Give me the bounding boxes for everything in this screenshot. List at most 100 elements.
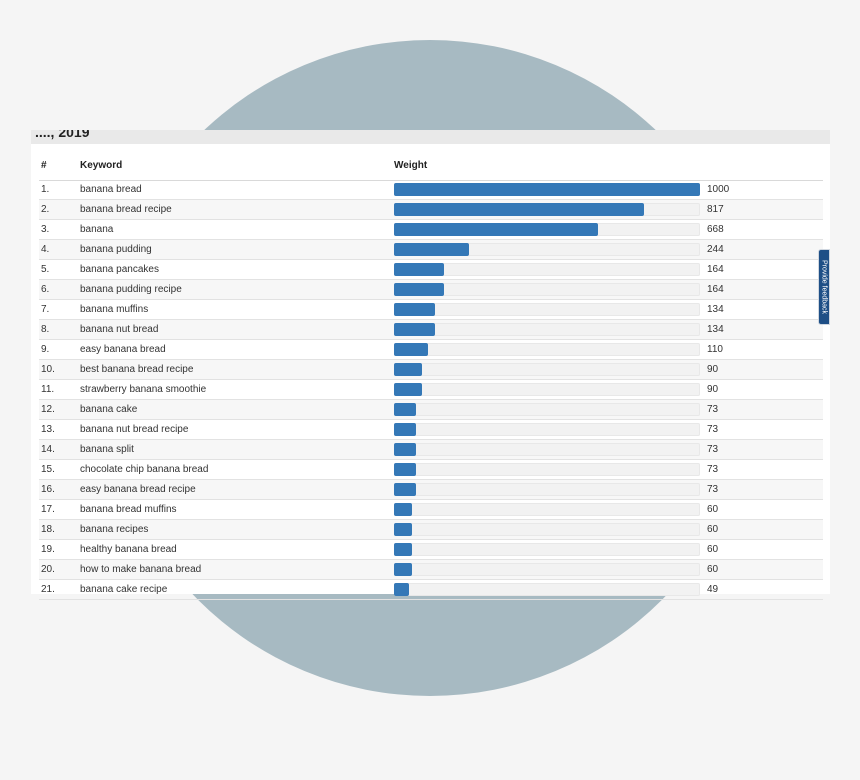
row-keyword: banana cake recipe <box>80 584 168 595</box>
row-rank: 9. <box>41 344 50 355</box>
row-keyword: strawberry banana smoothie <box>80 384 207 395</box>
row-rank: 3. <box>41 224 50 235</box>
row-weight-value: 164 <box>707 264 724 275</box>
table-row: 13. banana nut bread recipe 73 <box>39 420 823 440</box>
table-row: 18. banana recipes 60 <box>39 520 823 540</box>
row-weight-value: 134 <box>707 304 724 315</box>
weight-bar <box>394 403 417 416</box>
table-row: 6. banana pudding recipe 164 <box>39 280 823 300</box>
row-weight-value: 60 <box>707 504 719 515</box>
row-rank: 20. <box>41 564 55 575</box>
weight-bar-track <box>394 503 700 516</box>
row-rank: 5. <box>41 264 50 275</box>
weight-bar <box>394 283 445 296</box>
row-weight-value: 90 <box>707 364 719 375</box>
keyword-weight-screenshot: ...., 2019 # Keyword Weight 1. banana bre… <box>31 130 830 600</box>
row-keyword: healthy banana bread <box>80 544 177 555</box>
keyword-rows: 1. banana bread 1000 2. banana bread recipe 8… <box>39 180 823 600</box>
weight-bar <box>394 323 435 336</box>
table-row: 17. banana bread muffins 60 <box>39 500 823 520</box>
weight-bar-track <box>394 543 700 556</box>
table-row: 1. banana bread 1000 <box>39 180 823 200</box>
row-keyword: best banana bread recipe <box>80 364 194 375</box>
weight-bar-track <box>394 263 700 276</box>
provide-feedback-tab[interactable]: Provide feedback <box>818 249 830 325</box>
table-header: # Keyword Weight <box>39 158 823 181</box>
weight-bar <box>394 563 413 576</box>
weight-bar-track <box>394 463 700 476</box>
row-rank: 14. <box>41 444 55 455</box>
weight-bar <box>394 503 413 516</box>
weight-bar-track <box>394 583 700 596</box>
row-rank: 8. <box>41 324 50 335</box>
row-weight-value: 817 <box>707 204 724 215</box>
table-row: 4. banana pudding 244 <box>39 240 823 260</box>
table-row: 19. healthy banana bread 60 <box>39 540 823 560</box>
weight-bar <box>394 203 644 216</box>
row-weight-value: 1000 <box>707 184 730 195</box>
row-keyword: banana recipes <box>80 524 149 535</box>
row-keyword: easy banana bread recipe <box>80 484 196 495</box>
weight-bar-track <box>394 223 700 236</box>
weight-bar-track <box>394 383 700 396</box>
weight-bar-track <box>394 303 700 316</box>
row-rank: 6. <box>41 284 50 295</box>
row-weight-value: 90 <box>707 384 719 395</box>
weight-bar <box>394 363 422 376</box>
row-weight-value: 60 <box>707 564 719 575</box>
weight-bar <box>394 523 413 536</box>
row-rank: 10. <box>41 364 55 375</box>
row-keyword: banana muffins <box>80 304 149 315</box>
row-keyword: easy banana bread <box>80 344 166 355</box>
table-row: 16. easy banana bread recipe 73 <box>39 480 823 500</box>
table-row: 8. banana nut bread 134 <box>39 320 823 340</box>
row-rank: 12. <box>41 404 55 415</box>
weight-bar-track <box>394 203 700 216</box>
weight-bar <box>394 543 413 556</box>
weight-bar <box>394 223 599 236</box>
date-header-fragment: ...., 2019 <box>35 130 90 140</box>
row-weight-value: 110 <box>707 344 723 355</box>
row-weight-value: 73 <box>707 484 719 495</box>
row-rank: 16. <box>41 484 55 495</box>
weight-bar <box>394 443 417 456</box>
feedback-tab-label: Provide feedback <box>820 259 828 315</box>
row-keyword: banana split <box>80 444 134 455</box>
cropped-date-header: ...., 2019 <box>31 130 830 144</box>
table-row: 2. banana bread recipe 817 <box>39 200 823 220</box>
row-weight-value: 60 <box>707 544 719 555</box>
weight-bar <box>394 463 417 476</box>
table-row: 3. banana 668 <box>39 220 823 240</box>
row-rank: 13. <box>41 424 55 435</box>
weight-bar <box>394 183 700 196</box>
header-rank: # <box>41 160 47 171</box>
weight-bar <box>394 483 417 496</box>
row-weight-value: 73 <box>707 464 719 475</box>
weight-bar-track <box>394 423 700 436</box>
weight-bar <box>394 583 409 596</box>
weight-bar-track <box>394 443 700 456</box>
row-weight-value: 73 <box>707 424 719 435</box>
row-keyword: banana nut bread recipe <box>80 424 189 435</box>
keyword-table-panel: # Keyword Weight 1. banana bread 1000 2. ban… <box>31 144 830 600</box>
row-keyword: banana pancakes <box>80 264 159 275</box>
row-rank: 4. <box>41 244 50 255</box>
row-weight-value: 60 <box>707 524 719 535</box>
row-keyword: banana bread <box>80 184 142 195</box>
weight-bar-track <box>394 323 700 336</box>
weight-bar <box>394 243 469 256</box>
row-rank: 18. <box>41 524 55 535</box>
weight-bar-track <box>394 403 700 416</box>
table-row: 20. how to make banana bread 60 <box>39 560 823 580</box>
table-row: 15. chocolate chip banana bread 73 <box>39 460 823 480</box>
weight-bar-track <box>394 183 700 196</box>
weight-bar-track <box>394 523 700 536</box>
row-keyword: banana bread recipe <box>80 204 172 215</box>
table-row: 21. banana cake recipe 49 <box>39 580 823 600</box>
row-rank: 7. <box>41 304 50 315</box>
header-keyword: Keyword <box>80 160 123 171</box>
table-row: 11. strawberry banana smoothie 90 <box>39 380 823 400</box>
row-weight-value: 134 <box>707 324 724 335</box>
weight-bar-track <box>394 363 700 376</box>
row-rank: 2. <box>41 204 50 215</box>
